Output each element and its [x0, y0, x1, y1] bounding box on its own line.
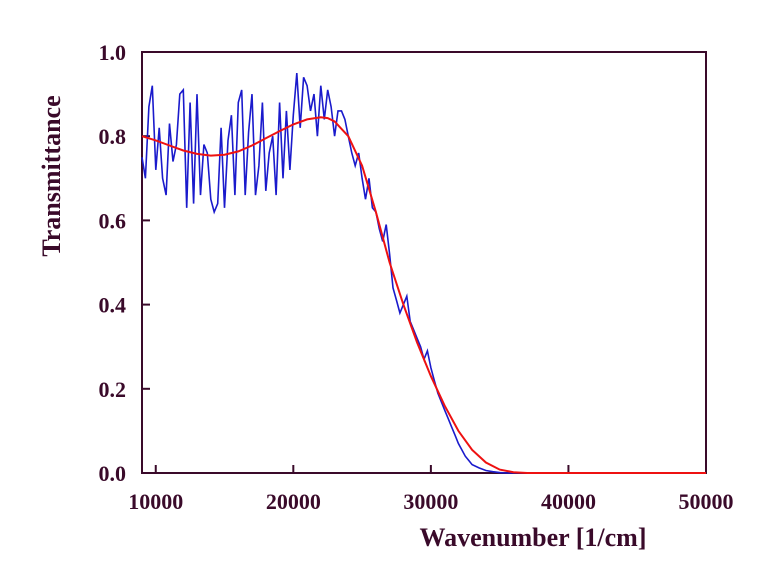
y-tick-label: 0.0 [99, 461, 127, 486]
y-tick-label: 0.4 [99, 293, 127, 318]
y-tick-label: 0.8 [99, 124, 127, 149]
x-tick-label: 10000 [128, 489, 183, 514]
x-tick-label: 20000 [266, 489, 321, 514]
y-tick-label: 1.0 [99, 40, 127, 65]
plot-frame [141, 51, 707, 474]
x-tick-label: 50000 [679, 489, 734, 514]
y-axis-title: Transmittance [37, 95, 66, 256]
axis-tick-labels: 10000 20000 30000 40000 50000 0.0 0.2 0.4 0.6 0.8… [99, 40, 734, 514]
y-tick-label: 0.6 [99, 208, 127, 233]
measured-series-line [141, 73, 534, 474]
y-tick-label: 0.2 [99, 377, 127, 402]
x-tick-label: 40000 [541, 489, 596, 514]
fit-series-line [141, 116, 706, 474]
x-tick-label: 30000 [403, 489, 458, 514]
axis-ticks [142, 51, 707, 474]
x-axis-title: Wavenumber [1/cm] [420, 523, 647, 552]
